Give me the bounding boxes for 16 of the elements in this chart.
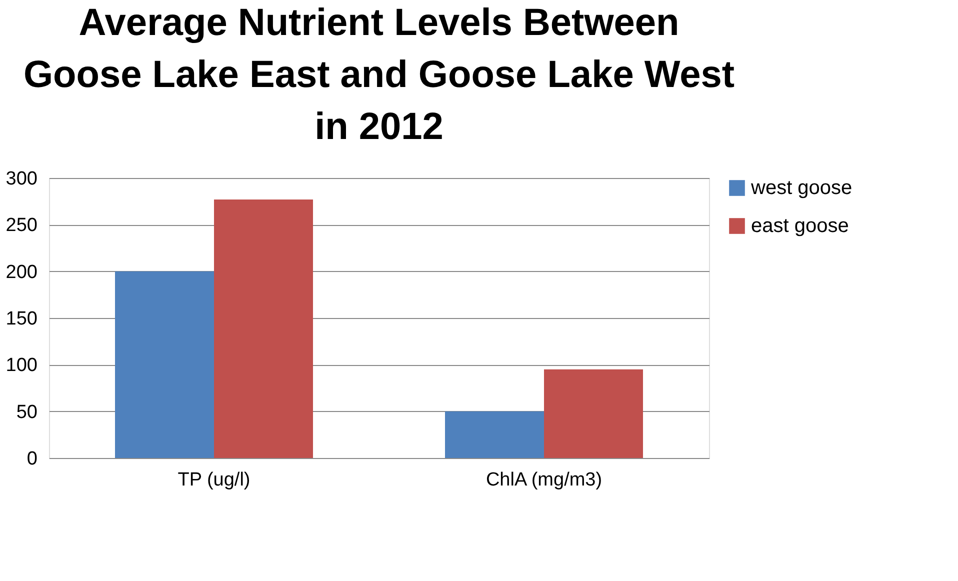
legend-label: east goose (751, 215, 849, 237)
bar (214, 199, 313, 458)
bar (445, 411, 544, 458)
y-tick-label: 250 (6, 215, 38, 236)
bar (544, 369, 643, 458)
x-tick-label: ChlA (mg/m3) (486, 470, 602, 490)
chart-title: Average Nutrient Levels Between Goose Lake East and Goose Lake West in 2012 (24, 2, 735, 148)
x-tick-label: TP (ug/l) (178, 470, 250, 490)
y-tick-label: 50 (16, 402, 38, 423)
bar (115, 271, 214, 458)
y-tick-label: 300 (6, 168, 38, 190)
y-tick-label: 100 (6, 355, 38, 376)
y-tick-label: 150 (6, 308, 38, 330)
y-tick-label: 0 (26, 448, 38, 470)
legend-label: west goose (750, 177, 852, 199)
y-tick-label: 200 (6, 262, 38, 283)
